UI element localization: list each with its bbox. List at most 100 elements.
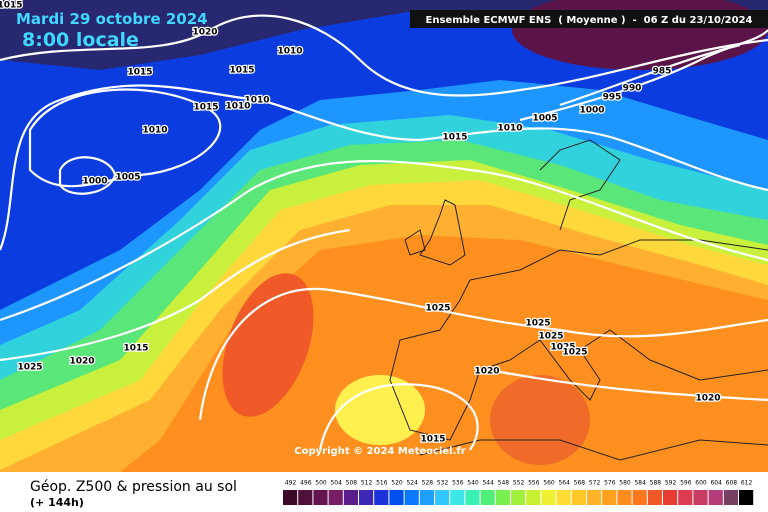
isobar-label: 1020 bbox=[69, 357, 94, 367]
isobar-label: 1025 bbox=[525, 319, 550, 329]
isobar-label: 1010 bbox=[225, 102, 250, 112]
scale-box bbox=[435, 490, 450, 505]
field-low bbox=[335, 375, 425, 445]
isobar-label: 1025 bbox=[550, 343, 575, 353]
scale-label: 520 bbox=[391, 480, 403, 487]
isobar-label: 1010 bbox=[277, 47, 302, 57]
scale-label: 560 bbox=[543, 480, 555, 487]
scale-label: 512 bbox=[361, 480, 373, 487]
isobar-label: 1025 bbox=[425, 304, 450, 314]
scale-label: 552 bbox=[513, 480, 525, 487]
scale-label: 496 bbox=[300, 480, 312, 487]
isobar-label: 1015 bbox=[127, 68, 152, 78]
footer-title: Géop. Z500 & pression au sol bbox=[30, 479, 237, 495]
scale-label: 544 bbox=[482, 480, 494, 487]
isobar-label: 1015 bbox=[442, 133, 467, 143]
map-date: Mardi 29 octobre 2024 bbox=[16, 10, 208, 28]
scale-box bbox=[647, 490, 662, 505]
scale-box bbox=[419, 490, 434, 505]
scale-label: 500 bbox=[315, 480, 327, 487]
scale-box bbox=[541, 490, 556, 505]
field-high bbox=[222, 273, 314, 417]
scale-label: 612 bbox=[741, 480, 753, 487]
isobar-label: 985 bbox=[653, 67, 672, 77]
scale-box bbox=[571, 490, 586, 505]
scale-box bbox=[556, 490, 571, 505]
scale-label: 596 bbox=[680, 480, 692, 487]
isobar-label: 1025 bbox=[538, 332, 563, 342]
isobar-label: 1015 bbox=[0, 1, 23, 11]
scale-box bbox=[632, 490, 647, 505]
scale-box bbox=[480, 490, 495, 505]
scale-box bbox=[708, 490, 723, 505]
scale-box bbox=[343, 490, 358, 505]
isobar-label: 1015 bbox=[420, 435, 445, 445]
scale-box bbox=[313, 490, 328, 505]
scale-box bbox=[739, 490, 754, 505]
color-scale: 492 496 500 504 508 512 516 520 524 528 532 536 540 5… bbox=[283, 480, 754, 505]
scale-label: 492 bbox=[285, 480, 297, 487]
scale-box bbox=[663, 490, 678, 505]
scale-label: 600 bbox=[695, 480, 707, 487]
scale-label: 504 bbox=[330, 480, 342, 487]
scale-box bbox=[359, 490, 374, 505]
scale-label: 532 bbox=[437, 480, 449, 487]
isobar-label: 1005 bbox=[115, 173, 140, 183]
scale-box bbox=[587, 490, 602, 505]
isobar-label: 1020 bbox=[192, 28, 217, 38]
scale-label: 508 bbox=[346, 480, 358, 487]
scale-label: 528 bbox=[422, 480, 434, 487]
scale-box bbox=[389, 490, 404, 505]
map-time: 8:00 locale bbox=[22, 29, 139, 51]
scale-label: 576 bbox=[604, 480, 616, 487]
header-box bbox=[410, 10, 768, 28]
scale-box bbox=[617, 490, 632, 505]
scale-label: 572 bbox=[589, 480, 601, 487]
scale-box bbox=[450, 490, 465, 505]
isobar-label: 1005 bbox=[532, 114, 557, 124]
isobar-label: 1015 bbox=[123, 344, 148, 354]
scale-box bbox=[526, 490, 541, 505]
scale-label: 524 bbox=[406, 480, 418, 487]
scale-label: 608 bbox=[726, 480, 738, 487]
scale-label: 584 bbox=[634, 480, 646, 487]
scale-box bbox=[495, 490, 510, 505]
coastlines bbox=[389, 139, 768, 461]
scale-label: 588 bbox=[650, 480, 662, 487]
scale-label: 580 bbox=[619, 480, 631, 487]
scale-box bbox=[328, 490, 343, 505]
scale-label: 536 bbox=[452, 480, 464, 487]
isobar-label: 1000 bbox=[579, 106, 604, 116]
isobar-label: 1020 bbox=[695, 394, 720, 404]
scale-label: 540 bbox=[467, 480, 479, 487]
scale-label: 548 bbox=[498, 480, 510, 487]
scale-box bbox=[511, 490, 526, 505]
isobar-label: 990 bbox=[623, 84, 642, 94]
isobar-label: 1015 bbox=[229, 66, 254, 76]
model-info: Ensemble ECMWF ENS ( Moyenne ) - 06 Z du… bbox=[426, 15, 753, 26]
scale-box bbox=[404, 490, 419, 505]
field-band bbox=[0, 0, 768, 310]
scale-label: 592 bbox=[665, 480, 677, 487]
scale-box bbox=[283, 490, 298, 505]
isobar-label: 1015 bbox=[193, 103, 218, 113]
isobar-label: 1025 bbox=[17, 363, 42, 373]
scale-box bbox=[723, 490, 738, 505]
isobar-label: 1010 bbox=[142, 126, 167, 136]
scale-box bbox=[602, 490, 617, 505]
scale-box bbox=[298, 490, 313, 505]
scale-box bbox=[374, 490, 389, 505]
copyright: Copyright © 2024 Meteociel.fr bbox=[294, 446, 465, 457]
isobar-label: 1010 bbox=[244, 96, 269, 106]
isobar-label: 1000 bbox=[82, 177, 107, 187]
scale-box bbox=[465, 490, 480, 505]
scale-label: 556 bbox=[528, 480, 540, 487]
isobar-label: 1025 bbox=[562, 348, 587, 358]
isobar-label: 995 bbox=[603, 93, 622, 103]
scale-label: 564 bbox=[558, 480, 570, 487]
field-high bbox=[490, 375, 590, 465]
isobar-label: 1010 bbox=[497, 124, 522, 134]
isobar-label: 1020 bbox=[474, 367, 499, 377]
scale-box bbox=[678, 490, 693, 505]
